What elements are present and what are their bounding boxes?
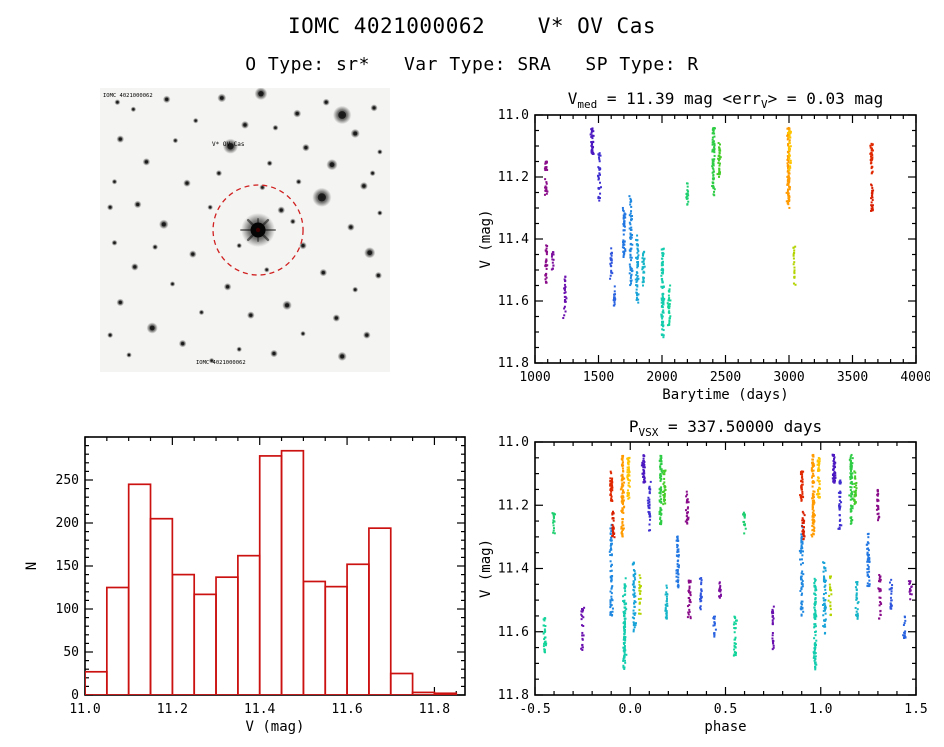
svg-text:Vmed = 11.39 mag <errV> = 0.0: Vmed = 11.39 mag <errV> = 0.03 mag [568, 89, 884, 111]
svg-text:50: 50 [63, 645, 79, 660]
svg-text:V (mag): V (mag) [478, 209, 494, 268]
svg-text:11.4: 11.4 [498, 562, 529, 577]
svg-text:11.4: 11.4 [244, 702, 275, 717]
svg-text:2500: 2500 [710, 370, 741, 385]
svg-text:4000: 4000 [900, 370, 930, 385]
svg-text:V (mag): V (mag) [245, 719, 304, 735]
svg-text:11.0: 11.0 [498, 435, 529, 450]
svg-text:11.6: 11.6 [331, 702, 362, 717]
svg-text:N: N [24, 562, 40, 570]
svg-text:V* OV Cas: V* OV Cas [212, 141, 245, 148]
svg-text:3500: 3500 [837, 370, 868, 385]
svg-text:IOMC 4021000062: IOMC 4021000062 [196, 360, 246, 366]
svg-text:11.2: 11.2 [157, 702, 188, 717]
svg-text:150: 150 [56, 559, 79, 574]
lightcurve-plot: 1000 1500 2000 2500 3000 3500 4000 11.0 11.2 11.4… [478, 89, 930, 403]
svg-text:0: 0 [71, 688, 79, 703]
svg-text:11.8: 11.8 [498, 688, 529, 703]
svg-text:11.4: 11.4 [498, 232, 529, 247]
svg-text:250: 250 [56, 473, 79, 488]
svg-text:1000: 1000 [519, 370, 550, 385]
phase-folded-plot: -0.5 0.0 0.5 1.0 1.5 11.0 11.2 11.4 11.6 11.8 phas… [478, 417, 928, 735]
svg-text:11.8: 11.8 [498, 356, 529, 371]
svg-text:PVSX = 337.50000 days: PVSX = 337.50000 days [629, 417, 822, 439]
svg-text:100: 100 [56, 602, 79, 617]
finder-chart-image: IOMC 4021000062 V* OV Cas IOMC 4021000062 [100, 88, 390, 372]
magnitude-histogram-plot: 11.0 11.2 11.4 11.6 11.8 0 50 100 150 200 250 V (ma… [24, 436, 466, 735]
svg-text:2000: 2000 [646, 370, 677, 385]
svg-text:11.6: 11.6 [498, 294, 529, 309]
svg-text:11.2: 11.2 [498, 498, 529, 513]
svg-text:1.5: 1.5 [904, 702, 927, 717]
svg-text:-0.5: -0.5 [519, 702, 550, 717]
page-subtitle: O Type: sr* Var Type: SRA SP Type: R [245, 54, 699, 75]
svg-text:1500: 1500 [583, 370, 614, 385]
svg-text:11.0: 11.0 [498, 108, 529, 123]
svg-text:phase: phase [704, 719, 746, 735]
svg-text:11.0: 11.0 [69, 702, 100, 717]
svg-text:1.0: 1.0 [809, 702, 832, 717]
svg-text:200: 200 [56, 516, 79, 531]
svg-text:V (mag): V (mag) [478, 539, 494, 598]
page-title: IOMC 4021000062 V* OV Cas [287, 14, 656, 38]
svg-text:11.8: 11.8 [419, 702, 450, 717]
svg-text:11.2: 11.2 [498, 170, 529, 185]
svg-text:0.0: 0.0 [619, 702, 642, 717]
svg-text:IOMC 4021000062: IOMC 4021000062 [103, 93, 153, 99]
svg-text:11.6: 11.6 [498, 625, 529, 640]
svg-text:3000: 3000 [773, 370, 804, 385]
svg-text:0.5: 0.5 [714, 702, 737, 717]
svg-text:Barytime (days): Barytime (days) [662, 387, 788, 403]
